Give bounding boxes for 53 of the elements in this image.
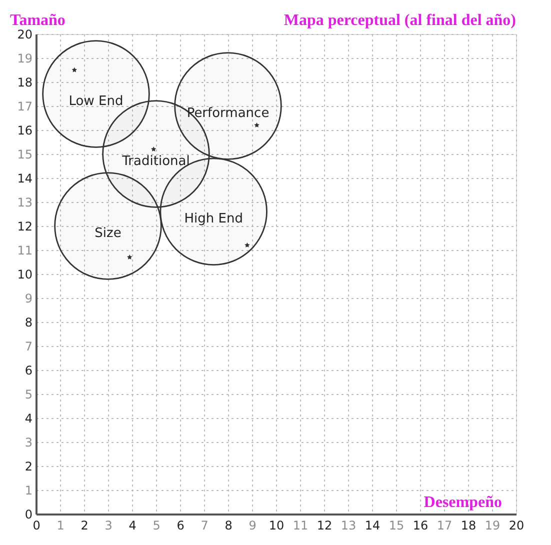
y-tick-label: 20 xyxy=(17,28,32,42)
y-tick-label: 16 xyxy=(17,124,32,138)
x-tick-label: 18 xyxy=(460,518,476,532)
point xyxy=(254,122,260,128)
y-tick-label: 1 xyxy=(24,484,32,498)
x-tick-label: 8 xyxy=(224,518,232,532)
annotation: Size xyxy=(94,226,122,241)
y-tick-label: 14 xyxy=(17,172,32,186)
point xyxy=(151,146,156,152)
chart-title: Mapa perceptual (al final del año) xyxy=(284,12,516,29)
x-tick-label: 2 xyxy=(80,518,88,532)
y-tick-label: 18 xyxy=(17,76,32,90)
x-tick-label: 1 xyxy=(56,518,64,532)
y-tick-label: 19 xyxy=(17,52,32,66)
x-tick-label: 4 xyxy=(128,518,136,532)
y-tick-label: 0 xyxy=(24,508,32,522)
point xyxy=(72,67,77,72)
y-tick-label: 11 xyxy=(17,244,32,258)
y-tick-label: 5 xyxy=(24,388,32,402)
x-tick-label: 13 xyxy=(340,518,356,532)
x-tick-label: 16 xyxy=(412,518,428,532)
point xyxy=(244,242,250,248)
x-tick-label: 20 xyxy=(508,518,524,532)
annotation: Traditional xyxy=(121,154,190,169)
y-tick-label: 13 xyxy=(17,196,32,210)
x-tick-label: 5 xyxy=(152,518,160,532)
point xyxy=(127,254,132,260)
x-tick-label: 12 xyxy=(316,518,332,532)
x-tick-label: 11 xyxy=(292,518,308,532)
x-tick-label: 10 xyxy=(268,518,284,532)
y-tick-label: 10 xyxy=(17,268,32,282)
x-tick-label: 9 xyxy=(248,518,256,532)
y-tick-label: 12 xyxy=(17,220,32,234)
y-tick-label: 9 xyxy=(24,292,32,306)
annotation: Low End xyxy=(68,94,124,109)
x-tick-label: 15 xyxy=(388,518,404,532)
x-axis-title: Desempeño xyxy=(424,494,502,511)
y-tick-label: 3 xyxy=(24,436,32,450)
y-tick-label: 4 xyxy=(24,412,32,426)
y-tick-label: 15 xyxy=(17,148,32,162)
x-tick-label: 14 xyxy=(364,518,380,532)
x-tick-label: 19 xyxy=(484,518,500,532)
x-tick-label: 7 xyxy=(200,518,208,532)
y-axis-title: Tamaño xyxy=(10,12,66,29)
y-tick-label: 2 xyxy=(24,460,32,474)
annotation: High End xyxy=(184,212,243,227)
y-tick-label: 6 xyxy=(24,364,32,378)
y-tick-label: 17 xyxy=(17,100,32,114)
x-tick-label: 3 xyxy=(104,518,112,532)
y-tick-label: 8 xyxy=(24,316,32,330)
y-tick-label: 7 xyxy=(24,340,32,354)
x-tick-label: 6 xyxy=(176,518,184,532)
x-tick-label: 17 xyxy=(436,518,452,532)
